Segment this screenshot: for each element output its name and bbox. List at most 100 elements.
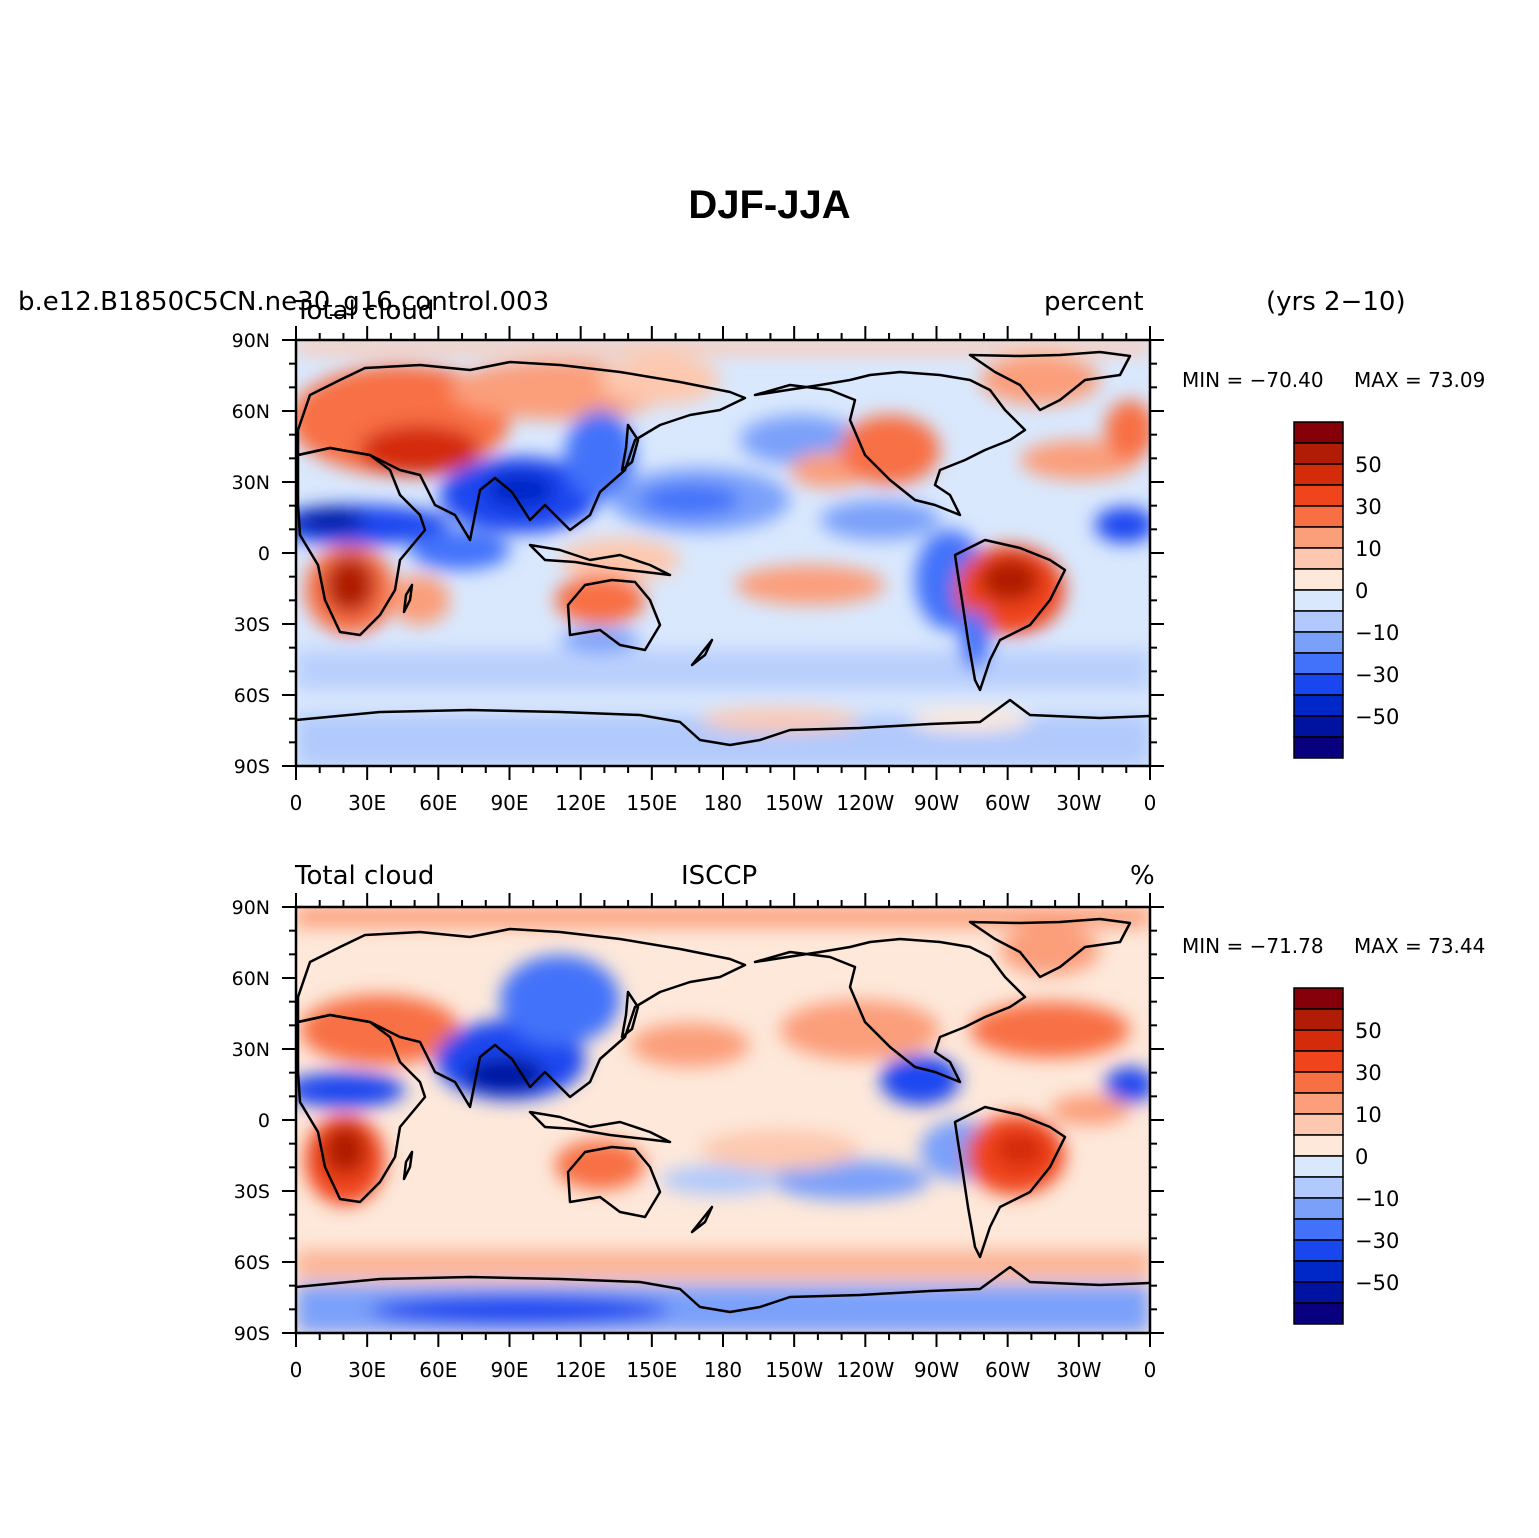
panel1-colorbar-box xyxy=(1293,463,1344,486)
panel2-colorbar-box xyxy=(1293,1239,1344,1262)
panel1-lat-tick-label: 60N xyxy=(232,401,270,423)
panel1-colorbar-box xyxy=(1293,589,1344,612)
panel2-lon-tick-label: 90W xyxy=(914,1358,959,1382)
panel2-colorbar-box xyxy=(1293,1281,1344,1304)
panel2-axes: 0 30E 60E 90E 120E 150E 180 150W 120W 90W 60W 30W 09… xyxy=(232,893,1164,1382)
panel1-colorbar-box xyxy=(1293,715,1344,738)
panel1-colorbar-label: −10 xyxy=(1355,621,1399,645)
panel1-colorbar-label: 0 xyxy=(1355,579,1368,603)
panel1-colorbar-box xyxy=(1293,736,1344,759)
panel2-lon-tick-label: 150E xyxy=(626,1358,677,1382)
panel1-lon-tick-label: 60E xyxy=(419,791,457,815)
panel1-variable-label: Total cloud xyxy=(295,296,435,326)
panel2-colorbar-box xyxy=(1293,1176,1344,1199)
panel1-lon-tick-label: 60W xyxy=(985,791,1030,815)
panel1-lon-tick-label: 150W xyxy=(765,791,823,815)
panel2-map xyxy=(296,907,1150,1333)
panel2-lon-tick-label: 0 xyxy=(1144,1358,1157,1382)
panel2-lon-tick-label: 30W xyxy=(1056,1358,1101,1382)
panel2-colorbar-box xyxy=(1293,1092,1344,1115)
panel2-colorbar-box xyxy=(1293,1260,1344,1283)
panel2-colorbar-box xyxy=(1293,1302,1344,1325)
panel1-lon-tick-label: 90W xyxy=(914,791,959,815)
panel1-colorbar: 50 30 10 0 −10 −30 −50 xyxy=(1293,421,1399,759)
panel2-lat-tick-label: 30S xyxy=(234,1181,270,1203)
panel2-dataset-label: ISCCP xyxy=(681,861,758,891)
panel1-units-label: percent xyxy=(1044,287,1144,317)
panel1-lon-tick-label: 120W xyxy=(836,791,894,815)
panel2-lon-tick-label: 60E xyxy=(419,1358,457,1382)
panel1-colorbar-box xyxy=(1293,505,1344,528)
panel2-colorbar-box xyxy=(1293,1113,1344,1136)
panel1-colorbar-label: 50 xyxy=(1355,453,1382,477)
panel2-max-label: MAX = 73.44 xyxy=(1354,934,1486,958)
panel2-lat-tick-label: 60N xyxy=(232,968,270,990)
panel2-lon-tick-label: 30E xyxy=(348,1358,386,1382)
panel2-min-label: MIN = −71.78 xyxy=(1182,934,1324,958)
panel2-colorbar-box xyxy=(1293,1134,1344,1157)
panel1-colorbar-box xyxy=(1293,631,1344,654)
panel2-colorbar-label: 50 xyxy=(1355,1019,1382,1043)
panel1-colorbar-box xyxy=(1293,442,1344,465)
panel1-lat-tick-label: 30S xyxy=(234,614,270,636)
panel1-lat-tick-label: 90S xyxy=(234,756,270,778)
panel1-colorbar-box xyxy=(1293,694,1344,717)
panel2-colorbar-label: −30 xyxy=(1355,1229,1399,1253)
figure-title: DJF-JJA xyxy=(688,183,851,227)
panel2-lon-tick-label: 180 xyxy=(704,1358,742,1382)
panel2-colorbar-box xyxy=(1293,1029,1344,1052)
panel2-lat-tick-label: 90N xyxy=(232,897,270,919)
panel2-colorbar-box xyxy=(1293,1008,1344,1031)
panel1-lon-tick-label: 30E xyxy=(348,791,386,815)
panel1-lon-tick-label: 0 xyxy=(1144,791,1157,815)
panel2-colorbar-label: 10 xyxy=(1355,1103,1382,1127)
panel2-colorbar-label: −10 xyxy=(1355,1187,1399,1211)
panel1-colorbar-label: 30 xyxy=(1355,495,1382,519)
panel2-colorbar: 50 30 10 0 −10 −30 −50 xyxy=(1293,987,1399,1325)
panel2-lat-tick-label: 60S xyxy=(234,1252,270,1274)
panel2-lon-tick-label: 150W xyxy=(765,1358,823,1382)
panel1-lon-tick-label: 0 xyxy=(290,791,303,815)
panel1-lon-tick-label: 90E xyxy=(490,791,528,815)
panel1-colorbar-box xyxy=(1293,526,1344,549)
panel2-colorbar-label: −50 xyxy=(1355,1271,1399,1295)
panel2-lat-tick-label: 0 xyxy=(258,1110,270,1132)
panel1-lat-tick-label: 90N xyxy=(232,330,270,352)
panel1-colorbar-box xyxy=(1293,547,1344,570)
panel1-colorbar-label: −50 xyxy=(1355,705,1399,729)
panel2-colorbar-box xyxy=(1293,1218,1344,1241)
panel1-lat-tick-label: 60S xyxy=(234,685,270,707)
panel1-colorbar-box xyxy=(1293,421,1344,444)
panel1-colorbar-box xyxy=(1293,610,1344,633)
panel2-lon-tick-label: 60W xyxy=(985,1358,1030,1382)
panel1-colorbar-label: 10 xyxy=(1355,537,1382,561)
panel1-axes: 0 30E 60E 90E 120E 150E 180 150W 120W 90W 60W 30W 09… xyxy=(232,326,1164,815)
panel2-colorbar-box xyxy=(1293,1155,1344,1178)
panel1-lat-tick-label: 30N xyxy=(232,472,270,494)
panel1-case-label: b.e12.B1850C5CN.ne30_g16.control.003 xyxy=(18,287,550,317)
panel1-colorbar-label: −30 xyxy=(1355,663,1399,687)
panel1-lat-tick-label: 0 xyxy=(258,543,270,565)
panel2-colorbar-label: 0 xyxy=(1355,1145,1368,1169)
panel2-lon-tick-label: 120E xyxy=(555,1358,606,1382)
panel2-colorbar-label: 30 xyxy=(1355,1061,1382,1085)
panel1-colorbar-box xyxy=(1293,652,1344,675)
panel2-colorbar-box xyxy=(1293,1050,1344,1073)
panel1-lon-tick-label: 30W xyxy=(1056,791,1101,815)
panel2-lat-tick-label: 90S xyxy=(234,1323,270,1345)
panel2-colorbar-box xyxy=(1293,1071,1344,1094)
panel1-colorbar-box xyxy=(1293,673,1344,696)
panel2-lat-tick-label: 30N xyxy=(232,1039,270,1061)
panel1-colorbar-box xyxy=(1293,484,1344,507)
panel1-map xyxy=(296,340,1150,766)
panel1-lon-tick-label: 180 xyxy=(704,791,742,815)
panel1-max-label: MAX = 73.09 xyxy=(1354,368,1486,392)
panel2-units-label: % xyxy=(1130,861,1155,891)
panel2-lon-tick-label: 0 xyxy=(290,1358,303,1382)
panel2-colorbar-box xyxy=(1293,987,1344,1010)
panel1-lon-tick-label: 150E xyxy=(626,791,677,815)
panel2-variable-label: Total cloud xyxy=(295,861,435,891)
panel2-lon-tick-label: 120W xyxy=(836,1358,894,1382)
panel1-years-label: (yrs 2−10) xyxy=(1266,287,1406,317)
